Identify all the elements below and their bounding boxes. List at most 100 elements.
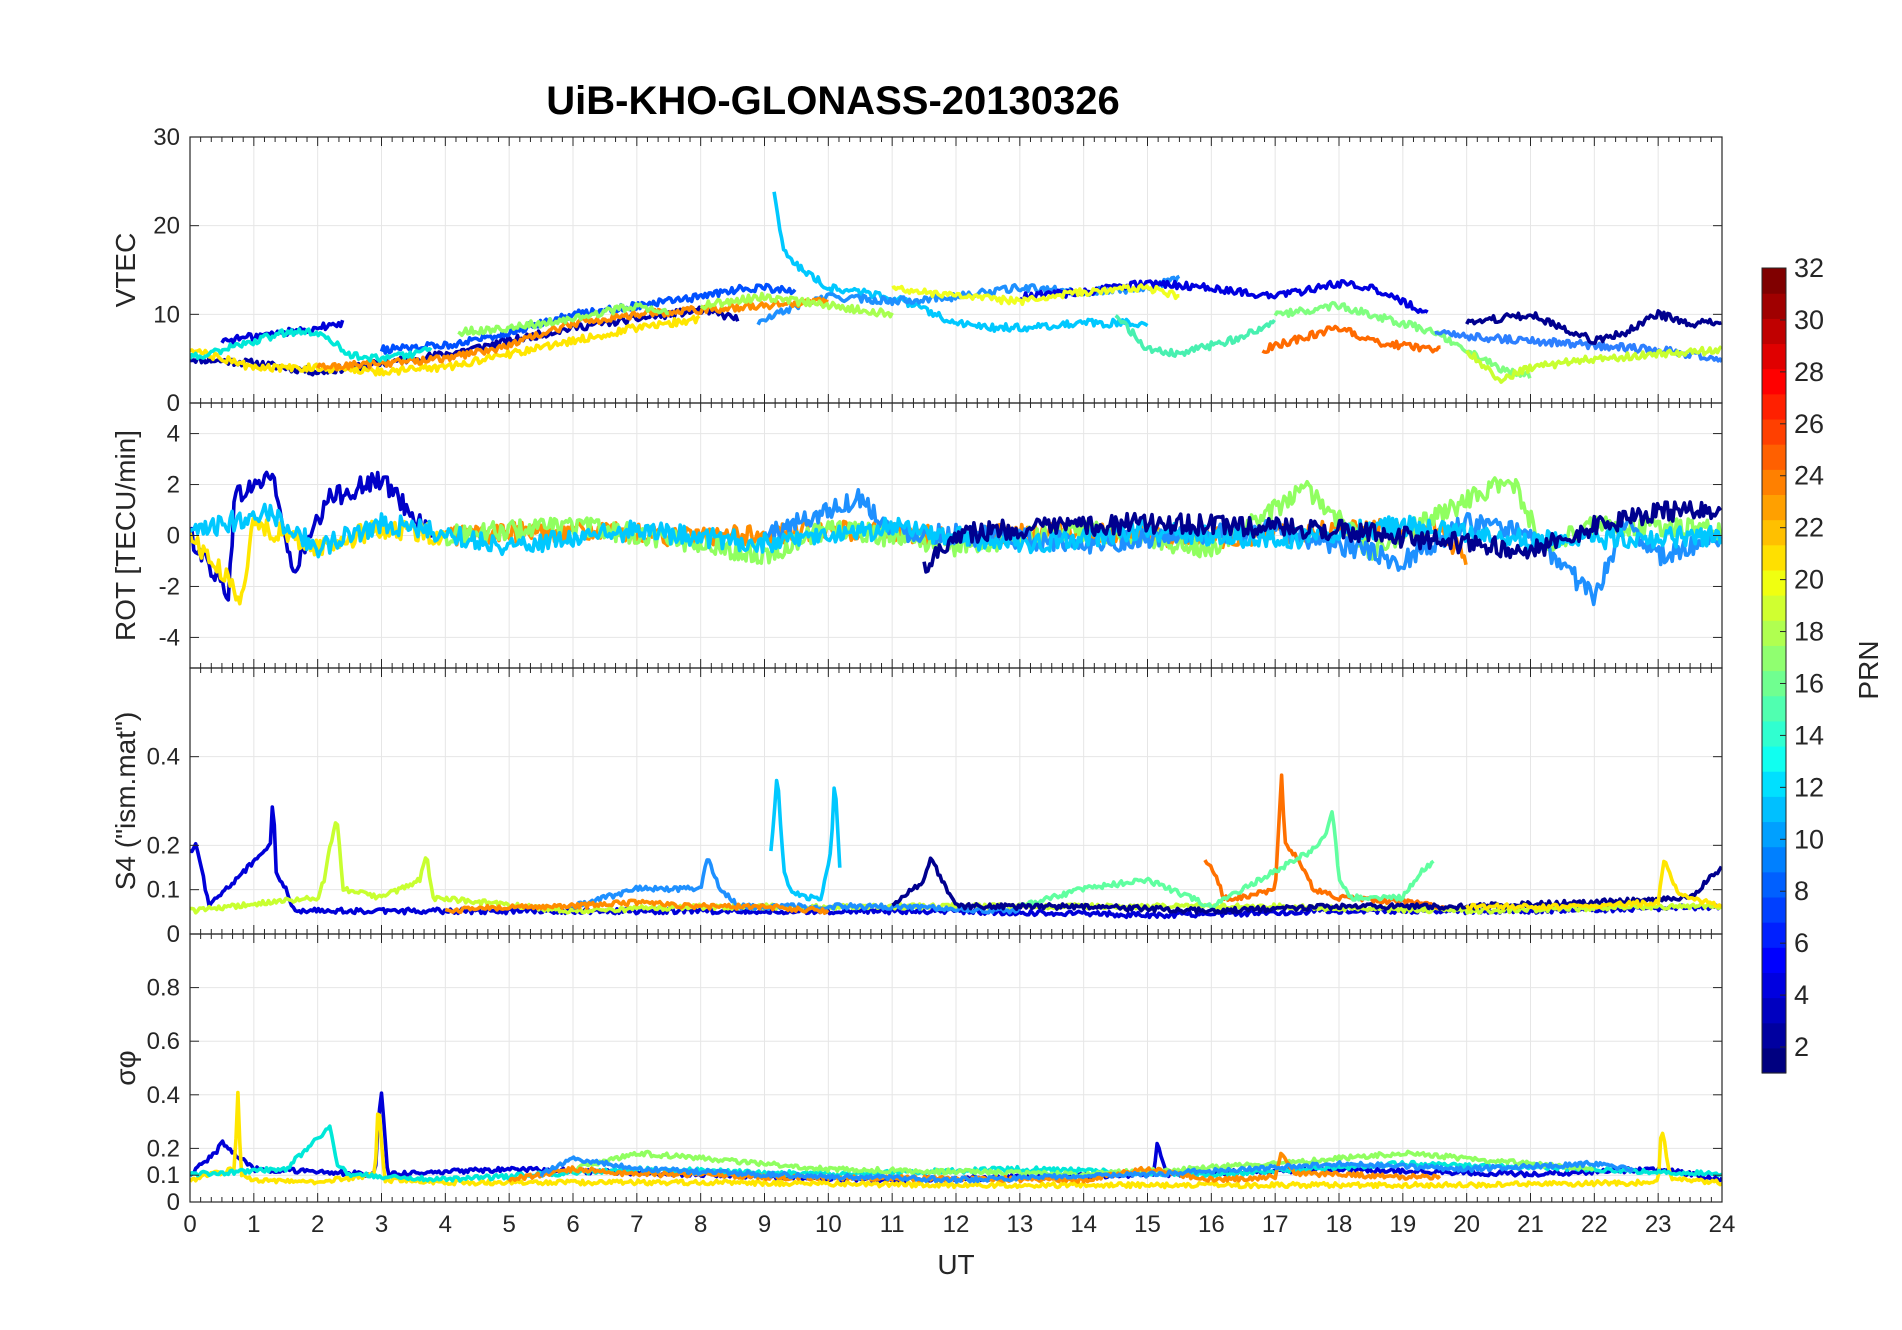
y-tick-label: 0.4 [147,744,180,771]
colorbar-segment [1762,745,1786,772]
x-tick-label: 9 [758,1211,771,1238]
colorbar-tick-label: 18 [1794,617,1824,647]
colorbar-segment [1762,494,1786,521]
chart-title: UiB-KHO-GLONASS-20130326 [546,79,1120,123]
y-tick-label: 0.2 [147,832,180,859]
series-line [922,500,1722,574]
colorbar-tick-label: 20 [1794,565,1824,595]
series-line [762,488,1722,607]
y-tick-label: 0 [167,1189,180,1216]
x-tick-label: 21 [1517,1211,1544,1238]
colorbar-segment [1762,469,1786,496]
x-tick-label: 7 [630,1211,643,1238]
x-tick-label: 5 [502,1211,515,1238]
x-tick-label: 16 [1198,1211,1225,1238]
colorbar-segment [1762,896,1786,923]
y-tick-label: 0 [167,921,180,948]
colorbar-segment [1762,393,1786,420]
x-tick-label: 22 [1581,1211,1608,1238]
panel-4: 00.10.20.40.60.80 1 2 3 4 5 6 7 8 9 10 11 12 13 14 15 16… [110,933,1736,1280]
y-tick-label: 0.1 [147,877,180,904]
series-line [891,856,1722,915]
series-line [572,1149,1595,1179]
series-line [1465,345,1722,384]
y-tick-label: 0.2 [147,1135,180,1162]
colorbar-segment [1762,293,1786,319]
x-axis-label: UT [937,1249,974,1280]
colorbar-segment [1762,544,1786,571]
x-tick-label: 23 [1645,1211,1672,1238]
colorbar-tick-label: 8 [1794,876,1809,906]
colorbar-segment [1762,947,1786,973]
colorbar-segment [1762,318,1786,345]
colorbar-tick-label: 12 [1794,772,1824,802]
colorbar-segment [1762,1047,1786,1074]
series-line [1261,324,1441,354]
x-tick-label: 20 [1453,1211,1480,1238]
x-tick-label: 0 [183,1211,196,1238]
x-tick-label: 14 [1070,1211,1097,1238]
x-tick-label: 6 [566,1211,579,1238]
colorbar-segment [1762,846,1786,873]
y-tick-label: 20 [153,213,180,240]
x-tick-label: 24 [1709,1211,1736,1238]
y-axis-label: ROT [TECU/min] [110,430,141,641]
colorbar-segment [1762,418,1786,445]
x-tick-label: 13 [1006,1211,1033,1238]
x-tick-label: 17 [1262,1211,1289,1238]
colorbar-segment [1762,620,1786,646]
series-line [699,291,894,319]
y-axis-label: VTEC [110,233,141,308]
colorbar-segment [1762,1022,1786,1049]
y-tick-label: 2 [167,472,180,499]
series-line [190,1090,1722,1190]
colorbar-tick-label: 24 [1794,461,1824,491]
colorbar-tick-label: 2 [1794,1032,1809,1062]
panel-2: -4 -2 0 2 4 ROT [TECU/min] [110,402,1723,669]
x-tick-label: 2 [311,1211,324,1238]
colorbar-segment [1762,771,1786,797]
x-tick-label: 18 [1326,1211,1353,1238]
series-line [772,191,1149,333]
series-line [1273,300,1532,379]
y-axis-label: σφ [110,1050,141,1085]
colorbar-segment [1762,922,1786,948]
colorbar-segment [1762,796,1786,823]
series-line [190,470,434,602]
x-tick-label: 4 [439,1211,452,1238]
series-line [1019,810,1435,910]
colorbar-segment [1762,343,1786,370]
series-line [190,327,433,363]
x-tick-label: 3 [375,1211,388,1238]
colorbar-segment [1762,444,1786,470]
colorbar-segment [1762,569,1786,596]
colorbar-segment [1762,821,1786,848]
series-line [1018,279,1429,314]
y-tick-label: 0.1 [147,1162,180,1189]
colorbar-segment [1762,519,1786,546]
colorbar-segment [1762,368,1786,395]
y-tick-label: 4 [167,421,180,448]
colorbar-tick-label: 30 [1794,305,1824,335]
y-tick-label: 0 [167,390,180,417]
colorbar-tick-label: 32 [1794,253,1824,283]
colorbar-segment [1762,720,1786,747]
series-line [1114,314,1276,358]
colorbar-tick-label: 28 [1794,357,1824,387]
series-line [769,778,842,902]
colorbar-segment [1762,595,1786,621]
colorbar-tick-label: 26 [1794,409,1824,439]
series-line [1465,859,1722,911]
colorbar-tick-label: 6 [1794,928,1809,958]
colorbar-tick-label: 14 [1794,720,1824,750]
colorbar-segment [1762,268,1786,294]
x-tick-label: 8 [694,1211,707,1238]
colorbar-label: PRN [1853,640,1884,699]
colorbar-tick-label: 22 [1794,513,1824,543]
y-axis-label: S4 ("ism.mat") [110,712,141,891]
series-line [190,314,701,377]
y-tick-label: 0.8 [147,975,180,1002]
colorbar-box [1761,267,1787,1074]
